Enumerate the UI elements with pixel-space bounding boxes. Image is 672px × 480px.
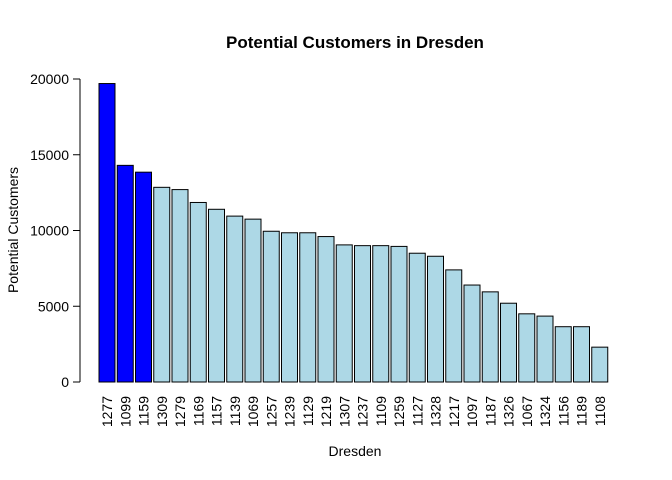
bar-1309 xyxy=(153,186,171,383)
x-tick-label: 1099 xyxy=(117,396,133,427)
x-tick-label: 1217 xyxy=(446,396,462,427)
bar-1097 xyxy=(463,284,481,383)
bar-1069 xyxy=(244,218,262,383)
x-tick-label: 1157 xyxy=(209,396,225,426)
y-tick-label: 15000 xyxy=(30,147,69,163)
bar-1219 xyxy=(317,236,335,383)
bar-1129 xyxy=(299,232,317,383)
x-tick-label: 1277 xyxy=(99,396,115,427)
bar-1277 xyxy=(98,83,116,383)
x-tick-label: 1324 xyxy=(537,396,553,427)
x-tick-label: 1309 xyxy=(154,396,170,427)
y-tick-label: 20000 xyxy=(30,71,69,87)
bar-1139 xyxy=(226,215,244,383)
bar-1326 xyxy=(500,302,517,383)
bar-1239 xyxy=(281,232,298,383)
x-tick-label: 1259 xyxy=(391,396,407,427)
bar-1217 xyxy=(445,269,463,383)
bar-1109 xyxy=(372,245,390,383)
x-tick-label: 1169 xyxy=(190,396,206,426)
x-tick-label: 1279 xyxy=(172,396,188,427)
x-tick-label: 1189 xyxy=(574,396,590,426)
y-axis-label: Potential Customers xyxy=(5,167,21,293)
bar-1307 xyxy=(335,244,353,383)
x-tick-label: 1129 xyxy=(300,396,316,426)
y-axis: 0 5000 10000 15000 20000 xyxy=(30,71,81,390)
chart-title: Potential Customers in Dresden xyxy=(226,33,484,52)
bar-1156 xyxy=(554,326,572,383)
x-axis-label: Dresden xyxy=(329,443,382,459)
x-tick-label: 1328 xyxy=(428,396,444,427)
bar-1157 xyxy=(208,208,225,383)
y-tick-label: 0 xyxy=(61,374,69,390)
x-tick-label: 1139 xyxy=(227,396,243,426)
bar-1279 xyxy=(171,189,189,383)
bars xyxy=(98,83,609,383)
x-tick-label: 1326 xyxy=(501,396,517,427)
x-tick-label: 1239 xyxy=(282,396,298,427)
bar-1187 xyxy=(481,291,499,383)
x-tick-label: 1109 xyxy=(373,396,389,426)
bar-1328 xyxy=(427,255,444,383)
bar-1127 xyxy=(408,252,426,383)
bar-1099 xyxy=(116,164,134,383)
y-tick-label: 5000 xyxy=(38,298,69,314)
x-tick-label: 1067 xyxy=(519,396,535,427)
bar-1259 xyxy=(390,245,408,383)
x-tick-label: 1097 xyxy=(464,396,480,427)
x-tick-label: 1219 xyxy=(318,396,334,427)
x-tick-label: 1069 xyxy=(245,396,261,427)
x-tick-label: 1108 xyxy=(592,396,608,426)
bar-1257 xyxy=(262,230,280,383)
x-tick-label: 1159 xyxy=(136,396,152,426)
bar-1067 xyxy=(518,313,536,383)
x-tick-label: 1156 xyxy=(555,396,571,426)
x-tick-label: 1127 xyxy=(409,396,425,426)
bar-1159 xyxy=(135,171,152,383)
bar-1108 xyxy=(591,346,609,383)
y-tick-label: 10000 xyxy=(30,223,69,239)
x-tick-label: 1237 xyxy=(355,396,371,427)
bar-1324 xyxy=(536,315,554,383)
x-tick-label: 1187 xyxy=(482,396,498,426)
bar-1237 xyxy=(354,245,371,383)
x-tick-label: 1257 xyxy=(263,396,279,427)
x-tick-labels: 1277 1099 1159 1309 1279 1169 1157 1139 1069 1257… xyxy=(99,396,608,427)
bar-1189 xyxy=(573,326,590,383)
x-tick-label: 1307 xyxy=(336,396,352,427)
bar-1169 xyxy=(189,201,207,383)
